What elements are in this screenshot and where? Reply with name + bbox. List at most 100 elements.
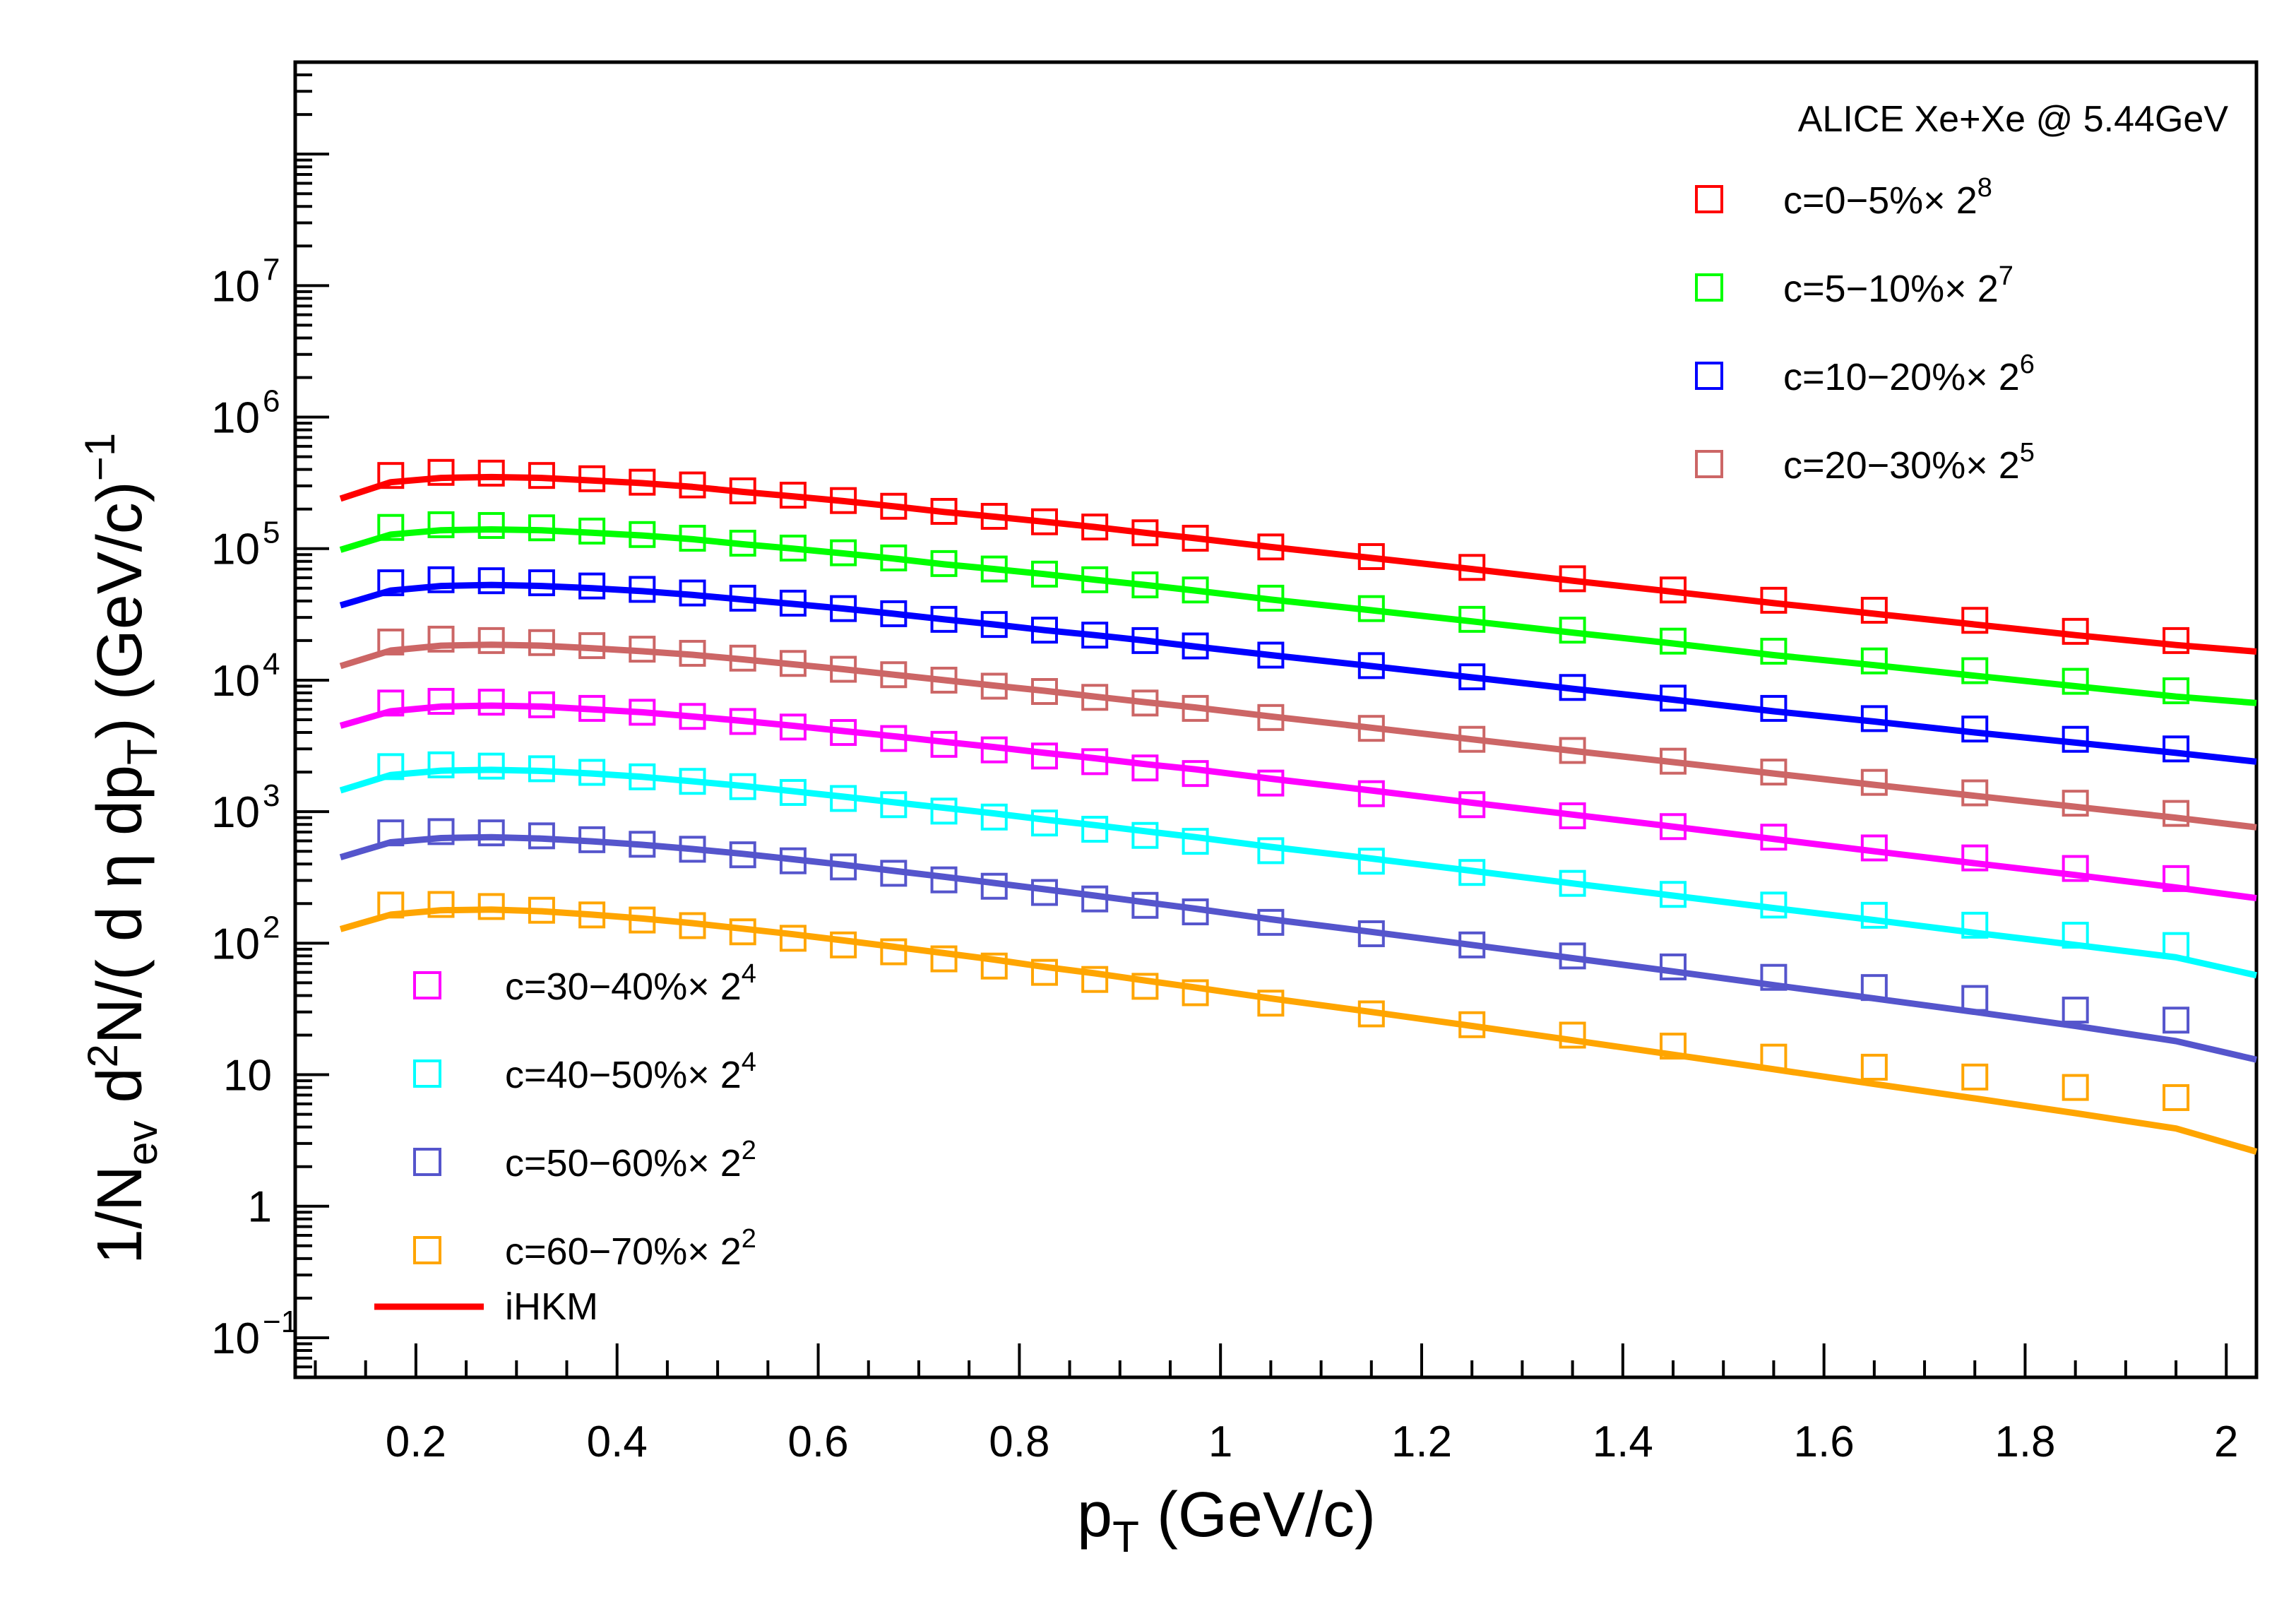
- data-point: [1559, 802, 1586, 830]
- data-point: [729, 530, 756, 557]
- data-point: [427, 751, 455, 778]
- x-tick-label: 0.4: [587, 1418, 648, 1466]
- data-point: [679, 912, 706, 939]
- data-point: [779, 713, 807, 741]
- data-point: [1660, 627, 1687, 655]
- data-point: [880, 938, 908, 966]
- data-point: [2163, 932, 2190, 959]
- model-curves: [339, 473, 2258, 1155]
- data-point: [1760, 637, 1788, 665]
- data-point: [1182, 576, 1209, 604]
- x-axis: 0.2 0.4 0.6 0.8 1 1.2 1.4 1.6 1.8 2: [314, 1343, 2239, 1466]
- data-point: [1131, 571, 1159, 599]
- data-point: [1860, 974, 1888, 1002]
- chart-title: ALICE Xe+Xe @ 5.44GeV: [1798, 99, 2229, 140]
- legend-lower: c=30−40%× 24 c=40−50%× 24 c=50−60%× 22 c=60…: [374, 959, 756, 1328]
- data-point: [880, 791, 908, 819]
- data-point: [1357, 780, 1385, 807]
- data-point: [427, 818, 455, 845]
- data-point: [1030, 677, 1058, 705]
- data-point: [2062, 725, 2089, 753]
- data-point: [980, 803, 1008, 831]
- y-title-2: d: [85, 1068, 155, 1121]
- data-point: [1458, 1011, 1486, 1038]
- data-point: [729, 708, 756, 735]
- legend-marker: [1695, 273, 1723, 302]
- legend-exponent: 4: [742, 1047, 756, 1077]
- data-point: [830, 931, 857, 958]
- y-tick-exponent: 4: [263, 647, 280, 682]
- data-point: [427, 458, 455, 486]
- y-tick-label: 10: [223, 1052, 272, 1100]
- data-point: [578, 694, 606, 722]
- data-point: [1660, 1033, 1687, 1060]
- legend-label: c=50−60%× 22: [505, 1136, 756, 1185]
- legend-marker: [413, 1059, 441, 1088]
- data-point: [779, 589, 807, 617]
- data-point: [427, 625, 455, 653]
- y-tick-exponent: 7: [263, 252, 280, 287]
- y-title-eta: η: [85, 853, 155, 889]
- data-point: [930, 497, 958, 525]
- model-curve: [339, 702, 2257, 902]
- y-title-5: ) (GeV/c): [85, 481, 155, 739]
- data-point: [1760, 891, 1788, 919]
- y-tick-exponent: 6: [263, 384, 280, 419]
- data-point: [1182, 979, 1209, 1007]
- data-point: [729, 918, 756, 946]
- data-point: [679, 836, 706, 863]
- data-point: [1458, 725, 1486, 753]
- data-point: [2062, 1074, 2089, 1101]
- data-point: [1559, 1021, 1586, 1049]
- data-point: [1081, 748, 1109, 776]
- data-point: [679, 703, 706, 730]
- data-point: [2163, 1083, 2190, 1111]
- data-point: [1182, 898, 1209, 926]
- legend-label: c=5−10%× 27: [1783, 261, 2014, 310]
- data-point: [528, 755, 555, 783]
- data-point: [880, 492, 908, 520]
- y-tick-exponent: 5: [263, 516, 280, 550]
- data-point: [477, 689, 505, 716]
- model-curve: [339, 641, 2257, 831]
- data-point: [477, 819, 505, 847]
- data-point: [1131, 754, 1159, 782]
- data-point: [980, 736, 1008, 764]
- model-curve: [339, 906, 2258, 1155]
- data-point: [377, 819, 405, 847]
- data-point: [2163, 627, 2190, 654]
- data-point: [1860, 834, 1888, 862]
- legend-exponent: 5: [2020, 438, 2035, 468]
- data-point: [377, 753, 405, 780]
- data-point: [629, 468, 656, 496]
- data-point: [1961, 716, 1989, 743]
- data-point: [1860, 1053, 1888, 1081]
- data-point: [2163, 677, 2190, 705]
- data-point: [629, 831, 656, 858]
- y-tick-label: 1: [248, 1183, 272, 1232]
- data-point: [528, 514, 555, 542]
- data-point: [2163, 1007, 2190, 1034]
- data-point: [679, 639, 706, 667]
- data-point: [779, 925, 807, 952]
- data-point: [1030, 809, 1058, 837]
- x-tick-label: 1.4: [1593, 1418, 1653, 1466]
- data-point: [830, 595, 857, 622]
- legend-marker: [1695, 185, 1723, 213]
- data-point: [830, 487, 857, 514]
- y-tick-label: 10: [211, 526, 260, 574]
- x-title-main: p: [1077, 1480, 1112, 1550]
- data-point: [830, 719, 857, 747]
- data-point: [830, 539, 857, 566]
- data-point: [1458, 791, 1486, 819]
- data-point: [1860, 596, 1888, 624]
- data-point: [779, 847, 807, 874]
- data-point: [1081, 966, 1109, 993]
- data-point: [779, 778, 807, 806]
- data-point: [1357, 715, 1385, 742]
- y-title-sub-t: T: [119, 739, 166, 765]
- data-point: [1559, 617, 1586, 644]
- data-point: [578, 465, 606, 492]
- data-point: [427, 511, 455, 538]
